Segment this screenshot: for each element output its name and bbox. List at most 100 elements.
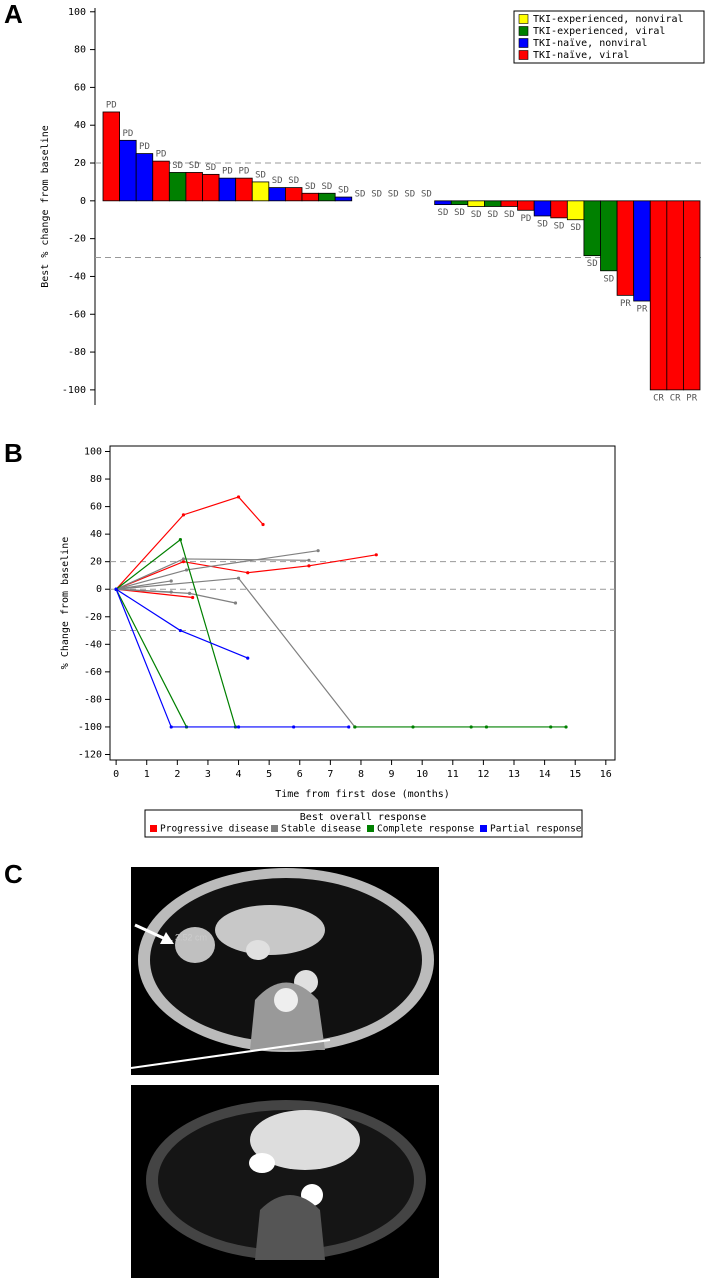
legend-label: Stable disease <box>281 824 361 835</box>
y-tick-label: 20 <box>90 557 102 568</box>
legend-swatch <box>518 26 529 36</box>
bar <box>600 200 618 272</box>
bar <box>683 200 701 391</box>
legend-swatch <box>271 825 278 832</box>
y-tick-label: 20 <box>74 158 86 169</box>
data-point <box>236 495 241 499</box>
response-label: SD <box>288 176 299 186</box>
data-point <box>181 557 186 561</box>
response-label: PD <box>222 167 233 177</box>
x-tick-label: 12 <box>477 769 489 780</box>
bar <box>102 111 120 202</box>
y-axis-label: Best % change from baseline <box>40 125 51 288</box>
response-label: PD <box>106 100 117 110</box>
y-tick-label: 100 <box>68 7 86 18</box>
y-tick-label: -60 <box>68 309 86 320</box>
y-tick-label: -40 <box>84 639 102 650</box>
bar <box>434 200 452 206</box>
y-tick-label: -20 <box>68 234 86 245</box>
y-tick-label: 60 <box>90 502 102 513</box>
data-point <box>353 725 357 729</box>
data-point <box>169 579 173 583</box>
data-point <box>564 725 568 729</box>
x-tick-label: 15 <box>569 769 581 780</box>
x-tick-label: 14 <box>539 769 551 780</box>
y-tick-label: 100 <box>84 447 102 458</box>
response-label: PD <box>520 214 531 224</box>
bar <box>152 160 170 202</box>
data-point <box>347 725 351 729</box>
data-point <box>169 590 173 594</box>
legend-label: Complete response <box>377 824 475 835</box>
response-label: SD <box>355 189 366 199</box>
data-point <box>187 591 192 595</box>
legend-swatch <box>480 825 487 832</box>
data-point <box>181 560 186 564</box>
bar <box>185 172 203 202</box>
x-tick-label: 4 <box>236 769 242 780</box>
y-tick-label: -60 <box>84 667 102 678</box>
bar <box>268 187 286 202</box>
data-point <box>178 628 182 633</box>
legend: TKI-experienced, nonviralTKI-experienced… <box>513 10 705 64</box>
response-label: SD <box>487 210 498 220</box>
data-point <box>307 564 311 568</box>
bar <box>334 196 353 202</box>
response-label: SD <box>603 274 614 284</box>
response-line <box>115 588 188 728</box>
y-tick-label: -20 <box>84 612 102 623</box>
y-tick-label: -120 <box>78 749 102 760</box>
data-point <box>292 725 296 729</box>
y-tick-label: 0 <box>96 584 102 595</box>
legend-box <box>513 10 705 64</box>
response-label: SD <box>305 182 316 192</box>
response-label: SD <box>454 208 465 218</box>
data-point <box>233 601 238 605</box>
y-tick-label: -80 <box>84 694 102 705</box>
response-label: SD <box>570 223 581 233</box>
bar <box>484 200 502 207</box>
data-point <box>178 538 182 542</box>
data-point <box>191 595 195 600</box>
response-label: PD <box>139 142 150 152</box>
legend-swatch <box>518 38 529 48</box>
data-point <box>246 571 250 575</box>
response-label: SD <box>172 161 183 171</box>
response-label: SD <box>537 219 548 229</box>
data-point <box>316 549 320 553</box>
data-point <box>184 568 189 572</box>
response-line <box>116 580 172 590</box>
panel-label: B <box>4 438 23 468</box>
response-label: SD <box>438 208 449 218</box>
response-label: SD <box>587 259 598 269</box>
legend-swatch <box>150 825 157 832</box>
bar <box>218 177 237 202</box>
bar <box>633 200 651 302</box>
data-point <box>181 513 186 517</box>
bar <box>119 139 137 202</box>
response-label: CR <box>670 393 681 403</box>
x-tick-label: 0 <box>113 769 119 780</box>
response-label: PR <box>620 299 631 309</box>
x-tick-label: 9 <box>389 769 395 780</box>
data-point <box>246 656 250 660</box>
bar <box>467 200 485 207</box>
y-tick-label: 40 <box>90 529 102 540</box>
bar <box>168 172 187 202</box>
x-tick-label: 16 <box>600 769 612 780</box>
response-label: SD <box>504 210 515 220</box>
x-tick-label: 11 <box>447 769 459 780</box>
legend-label: Partial response <box>490 824 582 835</box>
data-point <box>374 553 378 557</box>
data-point <box>114 587 118 591</box>
bar <box>135 153 154 202</box>
response-label: SD <box>404 189 415 199</box>
bar <box>202 173 220 202</box>
y-tick-label: -40 <box>68 271 86 282</box>
response-label: PD <box>156 150 167 160</box>
legend-box <box>144 809 583 838</box>
legend-swatch <box>367 825 374 832</box>
bar <box>318 192 336 202</box>
legend-label: TKI-experienced, nonviral <box>533 14 684 25</box>
bar <box>251 181 270 202</box>
